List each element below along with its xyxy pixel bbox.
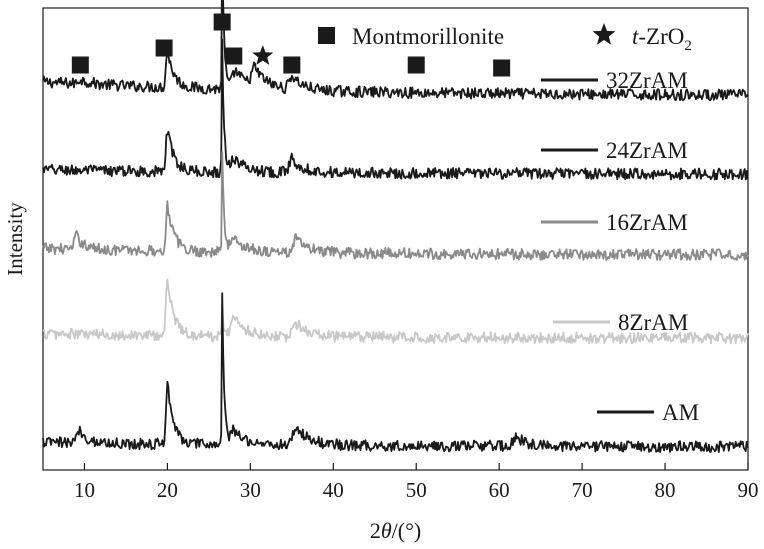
montmorillonite-marker	[407, 56, 425, 74]
marker-legend: Montmorillonite t-ZrO2	[318, 23, 692, 54]
series-legend: 32ZrAM 24ZrAM 16ZrAM 8ZrAM AM	[541, 68, 699, 425]
montmorillonite-marker	[71, 56, 89, 74]
phase-markers	[71, 13, 511, 77]
legend-montmorillonite-label: Montmorillonite	[352, 24, 504, 49]
series-line-16zram	[42, 151, 749, 261]
montmorillonite-marker	[225, 47, 243, 65]
legend-square-icon	[318, 27, 335, 44]
x-tick-label: 20	[157, 478, 178, 502]
series-line-am	[42, 292, 749, 453]
series-line-32zram	[42, 0, 749, 102]
x-axis-ticks: 10 20 30 40 50 60 70 80 90	[74, 463, 759, 502]
legend-label-24zram: 24ZrAM	[606, 138, 688, 163]
series-line-24zram	[42, 38, 749, 181]
legend-label-32zram: 32ZrAM	[606, 68, 688, 93]
legend-label-16zram: 16ZrAM	[606, 210, 688, 235]
zro2-star-marker	[252, 45, 274, 65]
traces	[42, 0, 749, 453]
x-axis-label: 2θ/(°)	[370, 518, 421, 543]
x-tick-label: 90	[738, 478, 759, 502]
x-tick-label: 70	[572, 478, 593, 502]
plot-frame	[42, 7, 749, 471]
x-tick-label: 50	[406, 478, 427, 502]
y-axis-label: Intensity	[3, 202, 27, 276]
series-line-8zram	[42, 278, 749, 345]
x-tick-label: 10	[74, 478, 95, 502]
legend-label-am: AM	[662, 400, 699, 425]
legend-zro2-label: t-ZrO2	[632, 24, 692, 54]
x-tick-label: 80	[655, 478, 676, 502]
x-tick-label: 30	[240, 478, 261, 502]
montmorillonite-marker	[155, 39, 173, 57]
montmorillonite-marker	[283, 56, 301, 74]
x-tick-label: 60	[489, 478, 510, 502]
legend-star-icon	[592, 23, 616, 45]
montmorillonite-marker	[213, 13, 231, 31]
plot-area	[42, 7, 749, 471]
x-tick-label: 40	[323, 478, 344, 502]
legend-label-8zram: 8ZrAM	[618, 310, 688, 335]
montmorillonite-marker	[493, 59, 511, 77]
